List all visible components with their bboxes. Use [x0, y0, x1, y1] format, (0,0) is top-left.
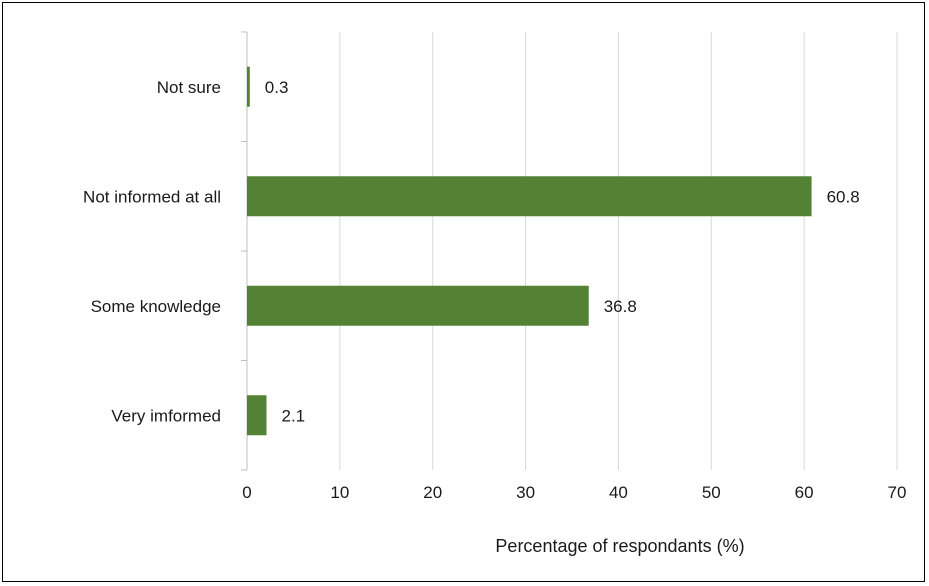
category-label: Not sure	[157, 78, 221, 97]
y-axis	[241, 31, 248, 471]
x-tick-label: 20	[423, 483, 442, 502]
x-tick-label: 40	[609, 483, 628, 502]
data-label: 36.8	[604, 297, 637, 316]
data-label: 2.1	[282, 406, 306, 425]
x-tick-label: 10	[330, 483, 349, 502]
x-tick-label: 70	[888, 483, 907, 502]
labels: 0 10 20 30 40 50 60 70 Not sure 0.3 Not informed a…	[83, 78, 906, 502]
x-tick-label: 0	[242, 483, 251, 502]
bar-0	[247, 66, 250, 107]
bar-1	[247, 176, 812, 217]
bar-2	[247, 285, 589, 326]
category-label: Very imformed	[111, 406, 221, 425]
x-tick-label: 60	[795, 483, 814, 502]
data-label: 60.8	[827, 187, 860, 206]
category-label: Some knowledge	[91, 297, 221, 316]
data-label: 0.3	[265, 78, 289, 97]
x-axis-title: Percentage of respondants (%)	[495, 536, 744, 556]
gridlines	[339, 32, 898, 470]
x-tick-label: 30	[516, 483, 535, 502]
x-tick-label: 50	[702, 483, 721, 502]
category-label: Not informed at all	[83, 187, 221, 206]
bars	[247, 66, 812, 436]
bar-3	[247, 395, 267, 436]
